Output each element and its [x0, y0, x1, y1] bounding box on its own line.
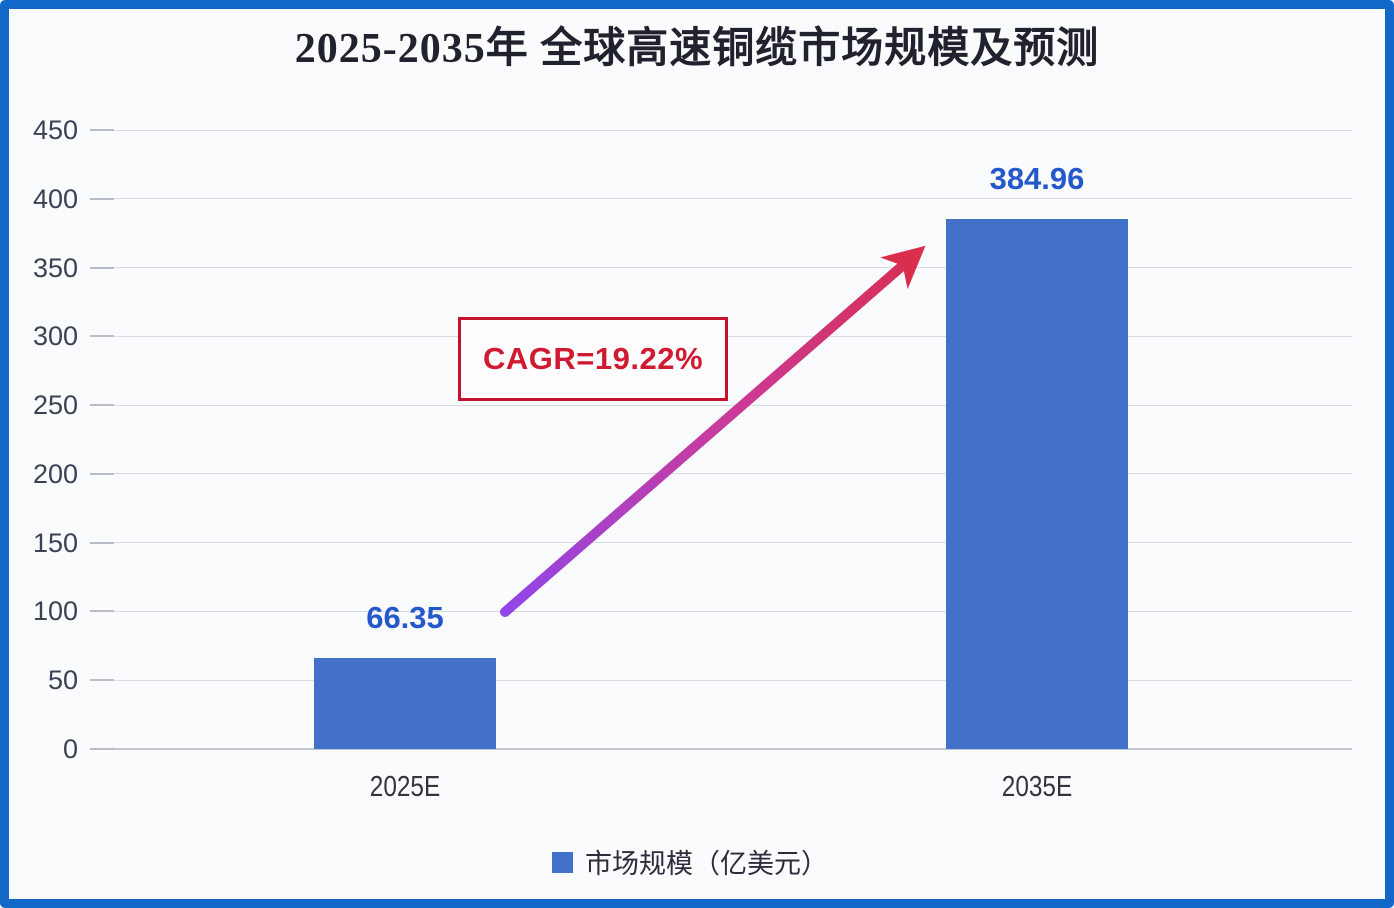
- y-axis-tick-label: 100: [32, 596, 78, 627]
- y-axis-tick-label: 0: [62, 734, 78, 764]
- bar-2025E: [314, 657, 496, 749]
- y-axis-tick-200: [90, 472, 114, 475]
- gridline-200: [92, 473, 1352, 475]
- y-axis-tick-label: 200: [32, 458, 78, 489]
- chart-title: 2025-2035年 全球高速铜缆市场规模及预测: [294, 26, 1100, 72]
- growth-arrow-line: [500, 245, 926, 617]
- gridline-0: [92, 748, 1352, 750]
- data-label-2025E: 66.35: [366, 599, 444, 635]
- y-axis-tick-label: 250: [32, 390, 78, 421]
- gridline-400: [92, 198, 1352, 200]
- y-axis-tick-300: [90, 335, 114, 338]
- y-axis-tick-label: 450: [32, 115, 78, 145]
- cagr-annotation-box: CAGR=19.22%: [458, 317, 728, 401]
- gridline-450: [92, 129, 1352, 131]
- y-axis-tick-label: 350: [32, 252, 78, 283]
- x-axis-label-2035E: 2035E: [1001, 771, 1073, 803]
- y-axis-tick-400: [90, 197, 114, 200]
- y-axis-tick-0: [90, 748, 114, 750]
- gridline-350: [92, 267, 1352, 269]
- gridline-250: [92, 404, 1352, 406]
- gridline-100: [92, 610, 1352, 612]
- bar-2035E: [946, 219, 1128, 749]
- y-axis-tick-label: 150: [32, 527, 78, 558]
- y-axis-tick-label: 50: [47, 665, 78, 696]
- cagr-annotation-text: CAGR=19.22%: [482, 341, 704, 376]
- legend-label: 市场规模（亿美元）: [585, 849, 828, 879]
- y-axis-tick-150: [90, 541, 114, 544]
- y-axis-tick-450: [90, 129, 114, 131]
- gridline-150: [92, 542, 1352, 544]
- y-axis-tick-50: [90, 679, 114, 682]
- data-label-2035E: 384.96: [989, 161, 1085, 197]
- y-axis-tick-label: 400: [32, 183, 78, 214]
- gridline-50: [92, 679, 1352, 681]
- legend: 市场规模（亿美元）: [0, 842, 1380, 881]
- y-axis-tick-label: 300: [32, 321, 78, 352]
- legend-swatch-icon: [552, 852, 573, 873]
- y-axis-tick-100: [90, 610, 114, 613]
- y-axis-tick-350: [90, 266, 114, 269]
- y-axis-tick-250: [90, 404, 114, 407]
- x-axis-label-2025E: 2025E: [369, 771, 441, 803]
